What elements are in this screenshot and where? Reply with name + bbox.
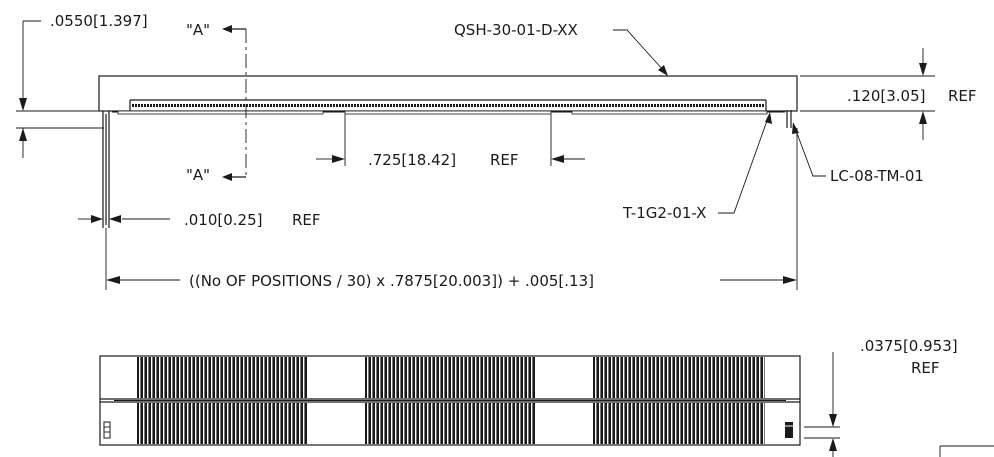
dim-top-left: .0550[1.397] xyxy=(16,12,148,158)
section-a-bottom-label: "A" xyxy=(186,166,210,184)
bottom-housing-outline xyxy=(99,355,801,446)
part-number-callout: QSH-30-01-D-XX xyxy=(454,21,668,76)
t-callout: T-1G2-01-X xyxy=(622,112,772,222)
dim-thickness-text: .010[0.25] xyxy=(184,211,263,229)
length-formula-text: ((No OF POSITIONS / 30) x .7875[20.003])… xyxy=(189,272,594,290)
dim-bottom-right: .0375[0.953] REF xyxy=(804,337,958,457)
pin-group-1-top xyxy=(137,357,307,398)
part-number-label: QSH-30-01-D-XX xyxy=(454,21,578,39)
dim-pitch: .725[18.42] REF xyxy=(316,114,585,169)
side-view xyxy=(98,75,798,290)
pin-group-2-bottom xyxy=(365,403,536,444)
pin-group-2-top xyxy=(365,357,536,398)
pin-group-3-top xyxy=(593,357,765,398)
dim-top-left-text: .0550[1.397] xyxy=(50,12,148,30)
t-part-label: T-1G2-01-X xyxy=(622,204,706,222)
dim-height-text: .120[3.05] xyxy=(847,87,926,105)
dim-bottom-right-ref: REF xyxy=(911,359,940,377)
dim-height-ref: REF xyxy=(948,87,977,105)
title-block-corner xyxy=(939,445,994,457)
dim-thickness: .010[0.25] REF xyxy=(78,211,321,229)
bottom-view xyxy=(99,355,801,446)
dim-thickness-ref: REF xyxy=(292,211,321,229)
dim-bottom-right-text: .0375[0.953] xyxy=(860,337,958,355)
lc-part-label: LC-08-TM-01 xyxy=(830,167,924,185)
pin-row xyxy=(132,103,764,107)
dim-pitch-ref: REF xyxy=(490,151,519,169)
section-a-top-label: "A" xyxy=(186,21,210,39)
section-a-marker: "A" "A" xyxy=(186,21,247,184)
pin-group-3-bottom xyxy=(593,403,765,444)
dim-pitch-text: .725[18.42] xyxy=(368,151,456,169)
dim-length: ((No OF POSITIONS / 30) x .7875[20.003])… xyxy=(106,272,797,290)
pin-group-1-bottom xyxy=(137,403,307,444)
dim-height: .120[3.05] REF xyxy=(800,48,977,140)
lc-callout: LC-08-TM-01 xyxy=(792,122,924,185)
